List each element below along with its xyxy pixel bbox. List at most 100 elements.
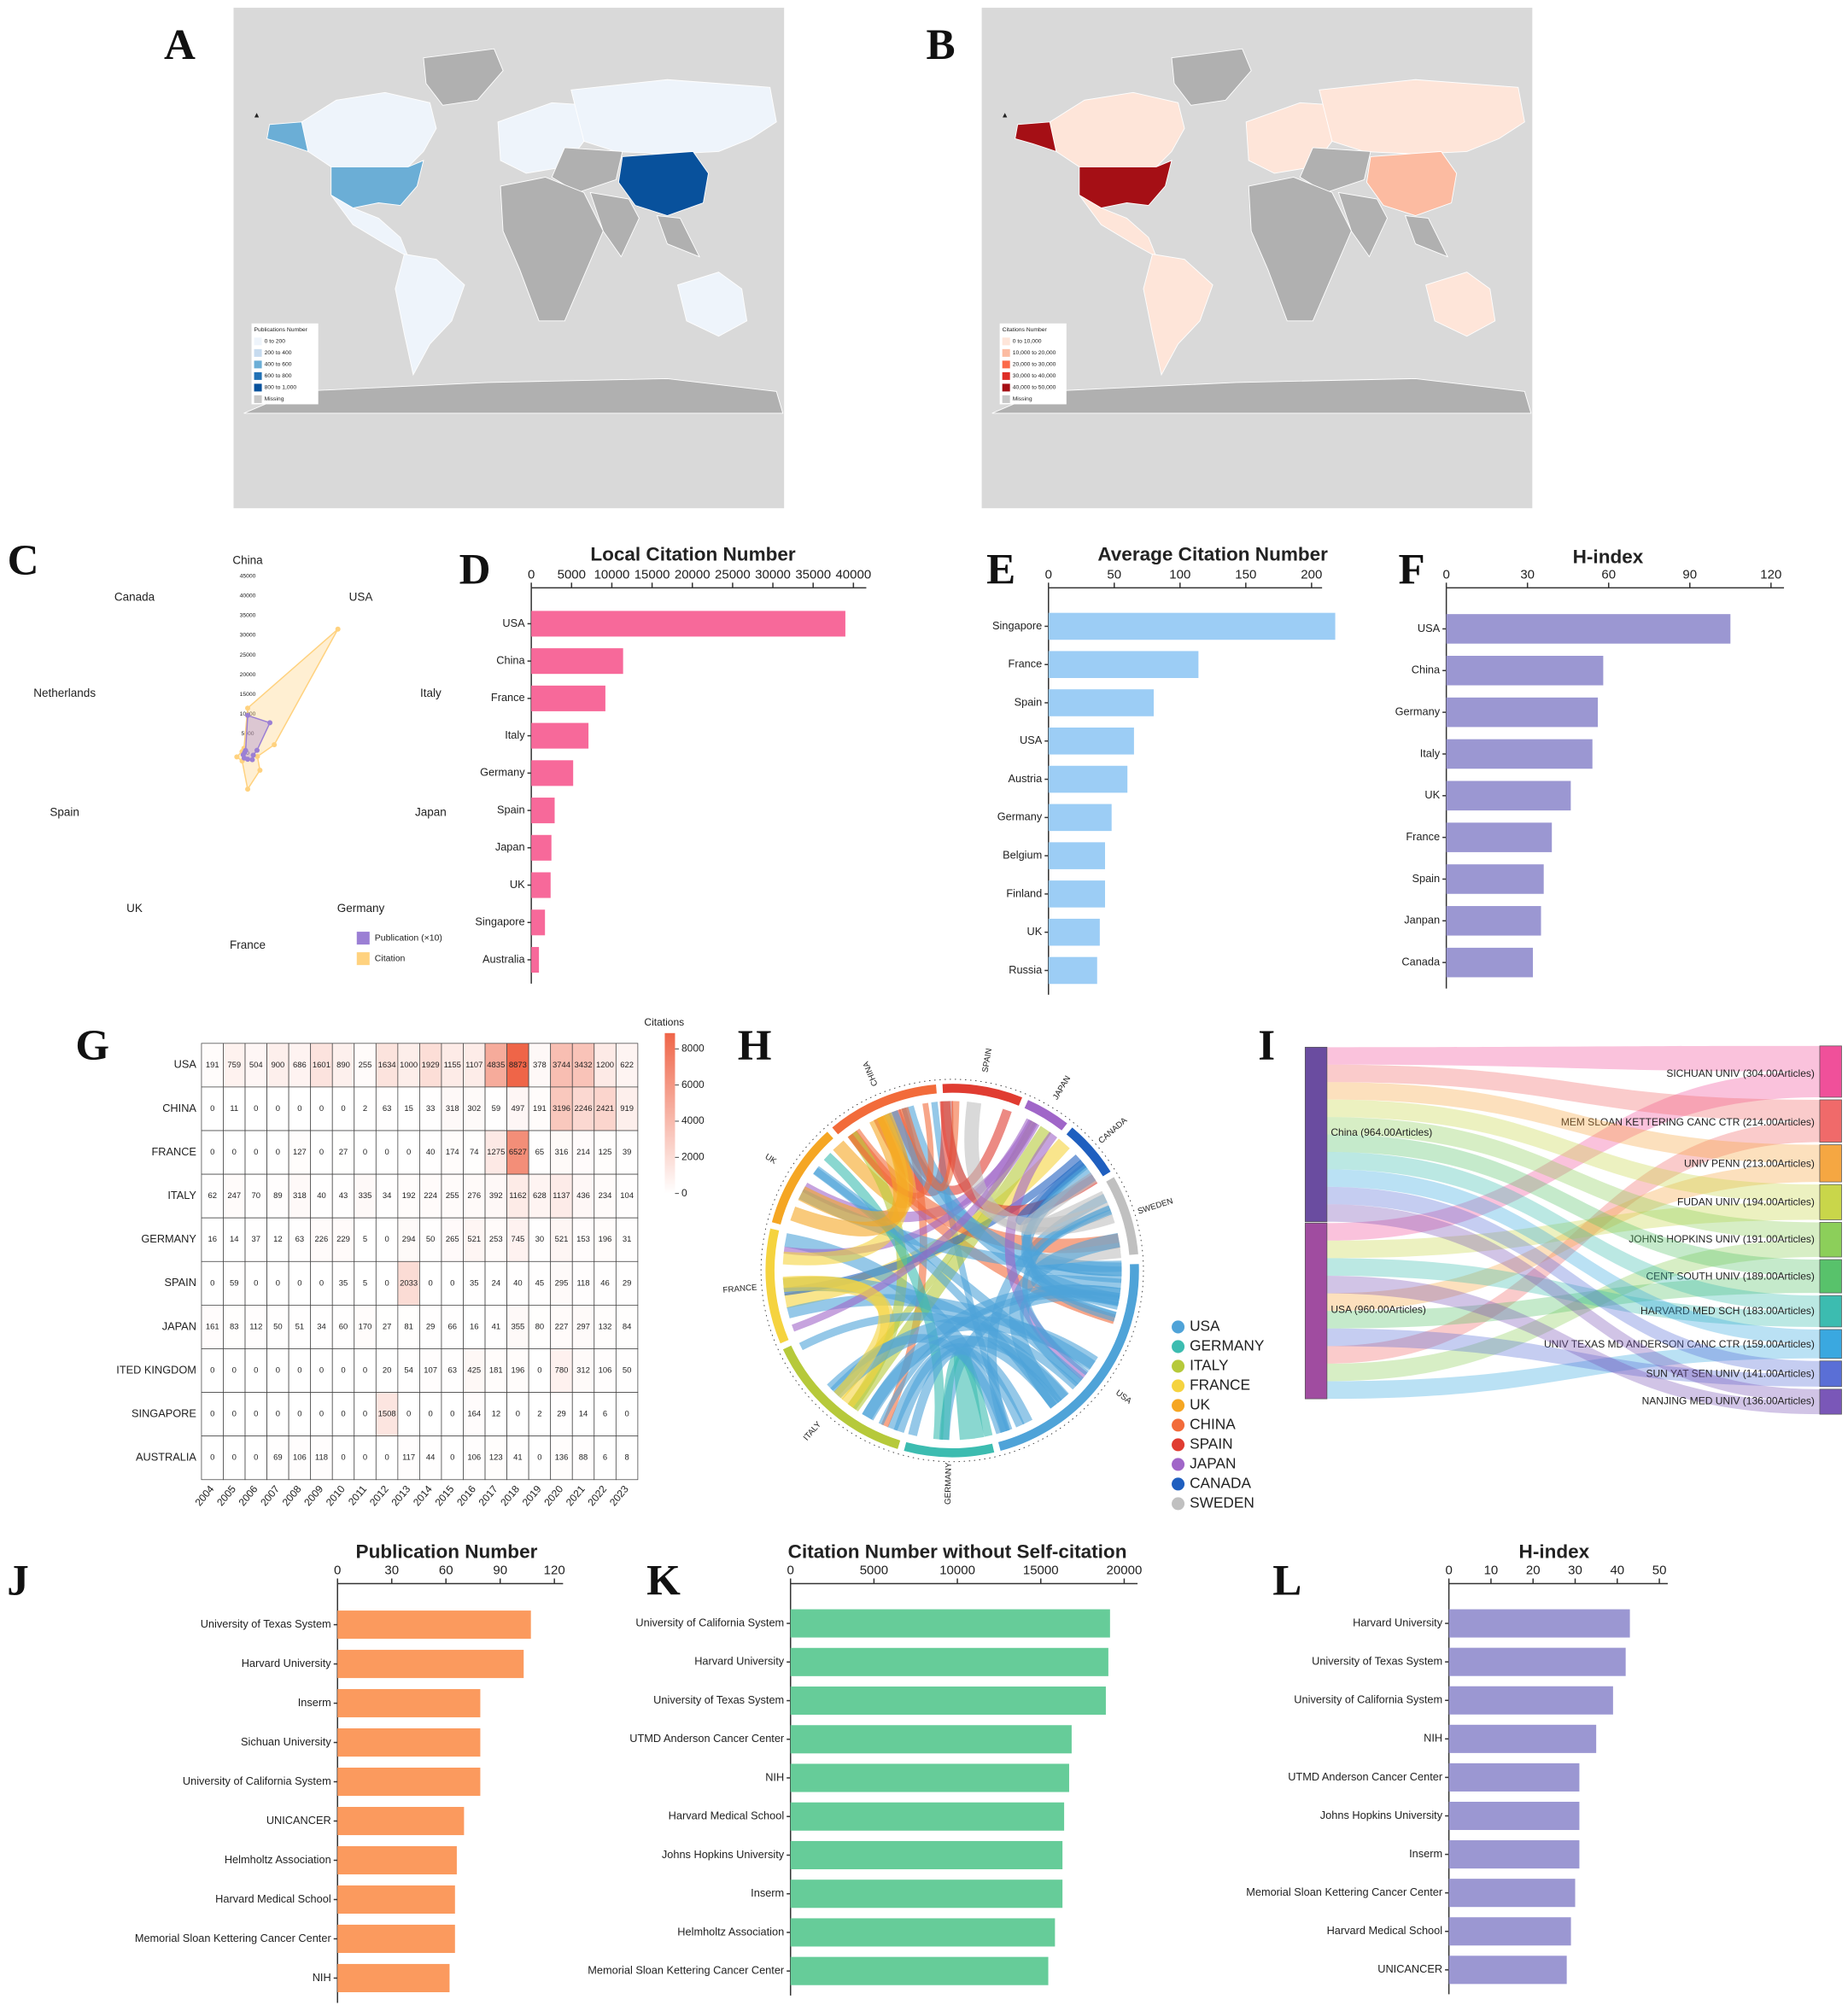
country: [589, 191, 640, 258]
y-tick-label: USA: [502, 617, 525, 629]
heat-cell: [266, 1435, 289, 1481]
cell-label: 196: [599, 1235, 612, 1244]
y-tick-label: Spain: [1015, 695, 1043, 708]
heat-cell: [223, 1435, 246, 1481]
legend-title: Citations Number: [1003, 327, 1048, 333]
legend-label: Citation: [375, 953, 406, 963]
cell-label: 161: [206, 1322, 219, 1331]
heat-cell: [615, 1260, 639, 1306]
bar: [1048, 765, 1128, 793]
cell-label: 919: [620, 1104, 634, 1114]
cell-label: 35: [470, 1278, 479, 1288]
legend-swatch: [254, 371, 262, 380]
heat-cell: [615, 1173, 639, 1219]
bar: [337, 1611, 531, 1640]
y-tick-label: University of Texas System: [1312, 1655, 1442, 1668]
legend-label: FRANCE: [1190, 1376, 1250, 1393]
cell-label: 63: [447, 1366, 457, 1376]
cell-label: 12: [273, 1235, 283, 1244]
y-tick-label: Memorial Sloan Kettering Cancer Center: [1246, 1885, 1443, 1898]
radar-axis-label: China: [232, 553, 263, 566]
heat-cell: [288, 1217, 312, 1262]
bar: [1446, 864, 1544, 894]
cell-label: 4835: [487, 1061, 505, 1070]
sankey-link: [1326, 1120, 1820, 1364]
heat-cell: [506, 1086, 529, 1131]
cell-label: 0: [363, 1453, 367, 1463]
bar: [1448, 1840, 1580, 1869]
country: [676, 272, 748, 337]
legend-swatch: [1002, 371, 1010, 380]
cell-label: 0: [276, 1410, 280, 1419]
legend-label: USA: [1190, 1318, 1220, 1335]
sankey-link: [1326, 1064, 1820, 1121]
legend-label: 40,000 to 50,000: [1013, 385, 1056, 391]
heat-cell: [310, 1217, 333, 1262]
bar: [790, 1956, 1049, 1985]
country: [1337, 191, 1389, 258]
cell-label: 14: [579, 1410, 588, 1419]
chord-link: [790, 1115, 909, 1236]
legend-box: [999, 323, 1067, 405]
cell-label: 318: [446, 1104, 459, 1114]
y-tick-label: Inserm: [1409, 1847, 1442, 1860]
sankey-node: [1819, 1360, 1842, 1388]
heat-cell: [550, 1435, 573, 1481]
cell-label: 16: [208, 1235, 217, 1244]
column-label: 2014: [411, 1483, 435, 1509]
heat-cell: [441, 1086, 464, 1131]
cell-label: 0: [624, 1410, 629, 1419]
heat-cell: [375, 1173, 399, 1219]
sankey-label: FUDAN UNIV (194.00Articles): [1677, 1195, 1815, 1207]
cell-label: 170: [359, 1322, 372, 1331]
bar: [531, 685, 605, 711]
sankey-link: [1326, 1045, 1820, 1072]
column-label: 2013: [389, 1483, 412, 1509]
column-label: 2009: [301, 1483, 325, 1509]
bar: [1048, 842, 1106, 869]
heat-cell: [266, 1173, 289, 1219]
legend-swatch: [1002, 360, 1010, 369]
cell-label: 0: [276, 1104, 280, 1114]
cell-label: 83: [230, 1322, 239, 1331]
chord-label: UK: [763, 1152, 779, 1166]
cell-label: 0: [363, 1410, 367, 1419]
cell-label: 14: [230, 1235, 239, 1244]
cell-label: 0: [276, 1148, 280, 1157]
colorbar-tick-label: 0: [681, 1187, 687, 1199]
legend-label: Publication (×10): [375, 932, 442, 943]
cell-label: 2421: [596, 1104, 614, 1114]
cell-label: 0: [406, 1410, 411, 1419]
country: [1319, 79, 1525, 155]
cell-label: 50: [623, 1366, 632, 1376]
y-tick-label: Australia: [482, 952, 526, 965]
cell-label: 41: [492, 1322, 501, 1331]
cell-label: 900: [271, 1061, 284, 1070]
bar: [1446, 906, 1541, 936]
sankey-link: [1326, 1201, 1820, 1259]
sankey-link: [1326, 1099, 1820, 1202]
sankey-label: JOHNS HOPKINS UNIV (191.00Articles): [1629, 1233, 1815, 1245]
x-tick-label: 50: [1652, 1563, 1667, 1577]
chord-arc: [1024, 1100, 1067, 1131]
heat-cell: [354, 1260, 377, 1306]
y-tick-label: France: [1009, 658, 1043, 670]
chord-link: [862, 1335, 1060, 1420]
cell-label: 8873: [509, 1061, 527, 1070]
legend-swatch: [1002, 348, 1010, 357]
heat-cell: [550, 1173, 573, 1219]
y-tick-label: France: [1406, 830, 1440, 843]
radar-point: [267, 720, 273, 726]
column-label: 2019: [520, 1483, 544, 1509]
legend-swatch: [1172, 1497, 1185, 1511]
chord-arc: [904, 1441, 995, 1458]
heat-cell: [310, 1348, 333, 1393]
heat-cell: [594, 1305, 617, 1349]
legend-swatch: [1172, 1438, 1185, 1452]
heat-cell: [266, 1392, 289, 1437]
heat-cell: [594, 1217, 617, 1262]
cell-label: 112: [249, 1322, 262, 1331]
legend-label: 200 to 400: [265, 350, 292, 356]
colorbar: [664, 1032, 675, 1194]
x-tick-label: 30: [384, 1563, 399, 1577]
